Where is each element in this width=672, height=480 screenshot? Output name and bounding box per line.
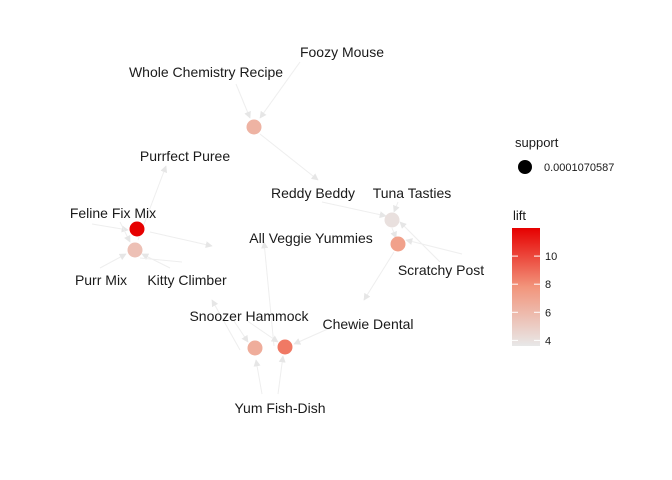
support-legend-title: support: [515, 135, 559, 150]
item-label-scratchy-post: Scratchy Post: [398, 262, 484, 278]
lift-colorbar: [512, 228, 540, 346]
support-legend-key: [518, 160, 532, 174]
edge: [245, 319, 279, 343]
rule-node: [247, 340, 263, 356]
rule-node: [127, 242, 143, 258]
edge: [235, 83, 251, 119]
rule-node: [246, 119, 262, 135]
edge: [277, 355, 286, 395]
support-legend-value: 0.0001070587: [544, 162, 614, 174]
rule-node: [384, 212, 400, 228]
rule-node: [129, 221, 145, 237]
edges: [91, 61, 463, 395]
rule-node: [390, 236, 406, 252]
lift-tick-label: 4: [545, 335, 551, 347]
edge: [211, 299, 241, 351]
edge: [390, 227, 397, 239]
edge: [141, 253, 171, 269]
edge: [91, 223, 129, 233]
item-label-reddy-beddy: Reddy Beddy: [271, 185, 355, 201]
item-label-yum-fish-dish: Yum Fish-Dish: [234, 400, 325, 416]
item-label-chewie-dental: Chewie Dental: [322, 316, 413, 332]
edge: [399, 221, 441, 263]
lift-tick-label: 6: [545, 307, 551, 319]
edge: [363, 251, 395, 301]
rule-nodes: [127, 119, 406, 356]
edge: [149, 231, 213, 249]
edge: [139, 257, 183, 263]
edge: [405, 238, 463, 255]
item-labels: Foozy Mouse Whole Chemistry Recipe Purrf…: [70, 44, 484, 416]
item-label-all-veggie-yummies: All Veggie Yummies: [249, 230, 372, 246]
edge: [261, 241, 275, 347]
edge: [259, 61, 301, 119]
edge: [321, 201, 387, 219]
edge: [231, 317, 249, 343]
lift-tick-label: 8: [545, 279, 551, 291]
item-label-tuna-tasties: Tuna Tasties: [373, 185, 452, 201]
item-label-purr-mix: Purr Mix: [75, 272, 127, 288]
lift-legend-title: lift: [513, 208, 526, 223]
support-legend: support 0.0001070587: [515, 135, 614, 174]
edge: [253, 359, 263, 395]
lift-legend: lift 10 8 6 4: [512, 208, 557, 347]
edge: [393, 201, 400, 213]
edge: [259, 133, 319, 181]
edge: [99, 253, 127, 269]
item-label-purrfect-puree: Purrfect Puree: [140, 148, 230, 164]
item-label-whole-chemistry-recipe: Whole Chemistry Recipe: [129, 64, 283, 80]
item-label-feline-fix-mix: Feline Fix Mix: [70, 205, 156, 221]
edge: [293, 327, 331, 345]
item-label-foozy-mouse: Foozy Mouse: [300, 44, 384, 60]
lift-ticks: 10 8 6 4: [512, 251, 557, 347]
rule-node: [277, 339, 293, 355]
item-label-snoozer-hammock: Snoozer Hammock: [189, 308, 309, 324]
item-label-kitty-climber: Kitty Climber: [147, 272, 227, 288]
lift-tick-label: 10: [545, 251, 557, 263]
edge: [119, 221, 131, 243]
